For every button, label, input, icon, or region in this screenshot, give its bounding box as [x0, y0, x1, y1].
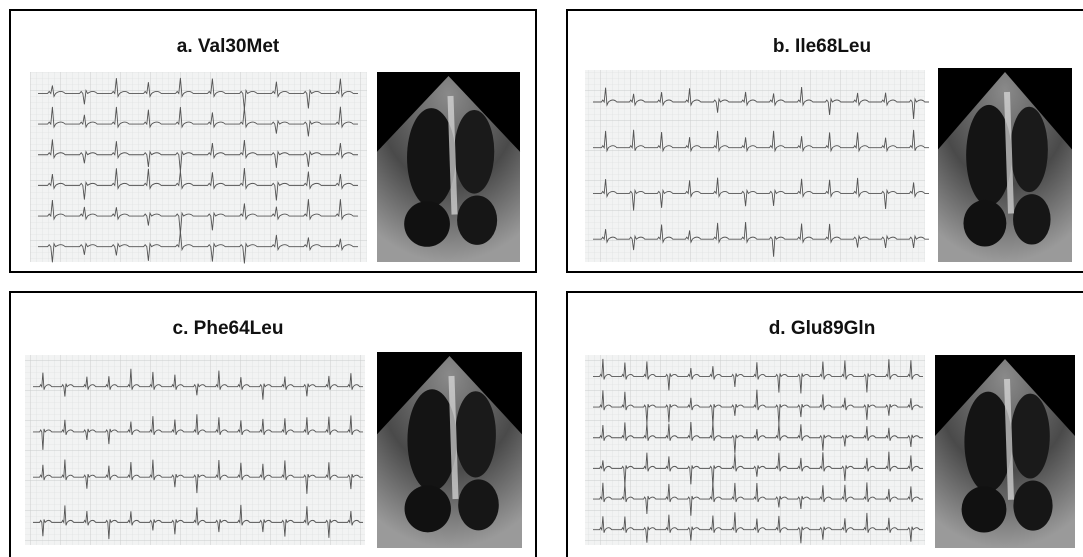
ecg-grid	[30, 72, 367, 262]
echo-septum	[452, 376, 456, 499]
panel-title: c. Phe64Leu	[173, 318, 284, 339]
echo-chamber	[1011, 394, 1050, 479]
echo-septum	[451, 96, 455, 215]
echo-chamber	[1013, 194, 1051, 244]
panel-title: d. Glu89Gln	[769, 318, 876, 339]
echo-chamber	[455, 391, 496, 477]
echo-chamber	[454, 110, 494, 194]
echo-chamber	[962, 486, 1007, 532]
echo-chamber	[1010, 107, 1048, 192]
panel-title: a. Val30Met	[177, 36, 280, 57]
figure: a. Val30Met b. Ile68Leu c. Phe64Leu d. G…	[0, 0, 1083, 557]
echo-chamber	[964, 392, 1012, 492]
echo-chamber	[457, 196, 497, 245]
echo-chamber	[407, 108, 456, 207]
ecg-grid	[585, 355, 925, 545]
echo-chamber	[966, 105, 1012, 206]
ecg-grid	[25, 355, 365, 545]
echo-septum	[1007, 92, 1011, 214]
echo-septum	[1007, 379, 1011, 500]
echo-chamber	[405, 485, 451, 532]
panel-title: b. Ile68Leu	[773, 36, 871, 57]
page: a. Val30Met b. Ile68Leu c. Phe64Leu d. G…	[0, 0, 1083, 557]
echo-chamber	[458, 479, 499, 530]
echo-chamber	[1013, 480, 1052, 530]
echo-chamber	[407, 389, 456, 491]
echo-chamber	[404, 201, 450, 247]
echo-chamber	[963, 200, 1006, 247]
ecg-grid	[585, 70, 925, 262]
